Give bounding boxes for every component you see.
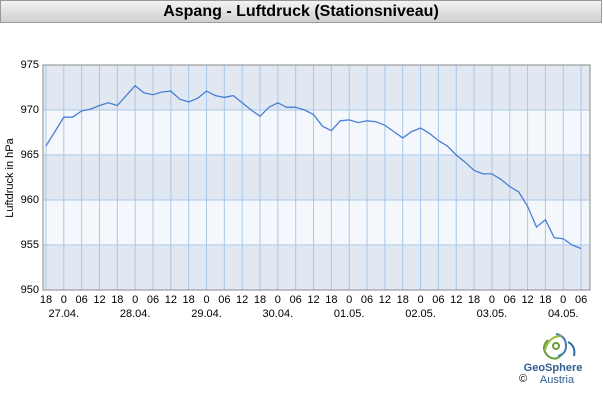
y-tick-label: 955 — [21, 239, 39, 251]
x-day-label: 01.05. — [334, 308, 365, 320]
x-tick-label: 06 — [218, 294, 230, 306]
logo-text: Austria — [540, 374, 575, 386]
x-tick-label: 12 — [307, 294, 319, 306]
x-tick-label: 18 — [539, 294, 551, 306]
x-tick-label: 0 — [61, 294, 67, 306]
x-tick-label: 18 — [254, 294, 266, 306]
x-tick-label: 06 — [504, 294, 516, 306]
x-tick-label: 12 — [521, 294, 533, 306]
x-tick-label: 18 — [40, 294, 52, 306]
x-tick-label: 06 — [290, 294, 302, 306]
chart-title: Aspang - Luftdruck (Stationsniveau) — [163, 3, 439, 20]
copyright: © — [519, 373, 527, 385]
y-tick-label: 950 — [21, 284, 39, 296]
x-day-label: 29.04. — [191, 308, 222, 320]
x-tick-label: 06 — [432, 294, 444, 306]
x-tick-label: 06 — [361, 294, 373, 306]
x-tick-label: 0 — [275, 294, 281, 306]
x-day-label: 04.05. — [548, 308, 579, 320]
x-day-label: 30.04. — [263, 308, 294, 320]
x-tick-label: 18 — [111, 294, 123, 306]
x-tick-label: 0 — [560, 294, 566, 306]
logo-icon — [543, 333, 576, 360]
x-day-label: 03.05. — [477, 308, 508, 320]
y-tick-label: 965 — [21, 149, 39, 161]
x-tick-label: 06 — [147, 294, 159, 306]
x-day-label: 02.05. — [405, 308, 436, 320]
plot-band — [43, 155, 590, 200]
y-tick-label: 975 — [21, 59, 39, 71]
x-tick-label: 18 — [183, 294, 195, 306]
plot-band — [43, 245, 590, 290]
x-tick-label: 0 — [417, 294, 423, 306]
title-bar — [0, 0, 602, 23]
x-tick-label: 18 — [325, 294, 337, 306]
x-tick-label: 12 — [236, 294, 248, 306]
x-tick-label: 12 — [450, 294, 462, 306]
x-tick-label: 0 — [203, 294, 209, 306]
plot-band — [43, 65, 590, 110]
y-tick-label: 970 — [21, 104, 39, 116]
x-day-label: 27.04. — [49, 308, 80, 320]
x-tick-label: 12 — [93, 294, 105, 306]
x-day-label: 28.04. — [120, 308, 151, 320]
x-tick-label: 12 — [379, 294, 391, 306]
x-tick-label: 06 — [76, 294, 88, 306]
x-tick-label: 06 — [575, 294, 587, 306]
data-line — [45, 84, 582, 250]
x-tick-label: 18 — [397, 294, 409, 306]
x-tick-label: 12 — [165, 294, 177, 306]
x-tick-label: 0 — [489, 294, 495, 306]
logo-text: GeoSphere — [524, 362, 583, 374]
x-tick-label: 18 — [468, 294, 480, 306]
x-tick-label: 0 — [346, 294, 352, 306]
x-tick-label: 0 — [132, 294, 138, 306]
y-tick-label: 960 — [21, 194, 39, 206]
plot-frame — [42, 64, 591, 291]
y-axis-label: Luftdruck in hPa — [4, 137, 16, 217]
